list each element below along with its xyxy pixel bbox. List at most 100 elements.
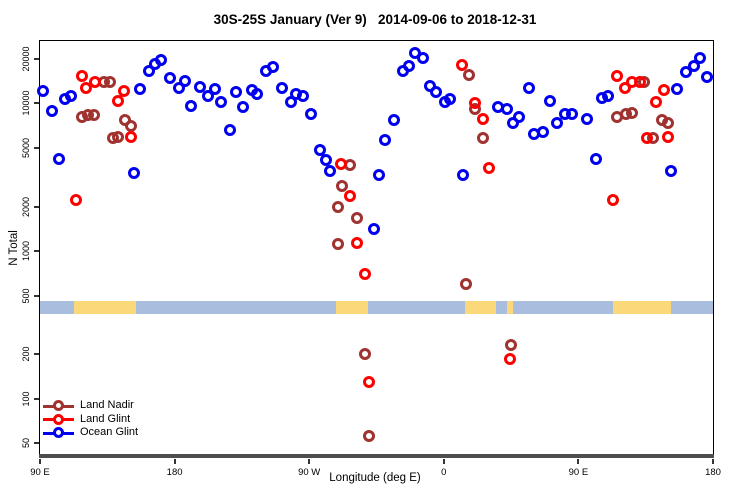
data-point-land-glint xyxy=(503,353,516,366)
plot-area: 90 E 180 90 W 0 90 E 180 20000 10000 5000 2000 100… xyxy=(21,40,721,478)
legend-line-circle-symbol xyxy=(43,400,74,412)
x-axis-tick-label: 0 xyxy=(441,467,447,478)
data-point-land-glint xyxy=(611,70,624,83)
y-axis-tick-label: 5000 xyxy=(21,137,31,158)
data-point-ocean-glint xyxy=(590,152,603,165)
y-axis-label: N Total xyxy=(8,230,20,266)
y-axis-tick xyxy=(34,250,39,253)
data-point-ocean-glint xyxy=(313,143,326,156)
land-patch xyxy=(74,301,136,314)
x-axis-tick xyxy=(308,459,311,464)
data-point-ocean-glint xyxy=(665,165,678,178)
data-point-ocean-glint xyxy=(403,60,416,73)
data-point-land-glint xyxy=(662,130,675,143)
y-axis-tick xyxy=(34,58,39,61)
x-axis-tick xyxy=(712,459,714,464)
x-axis-tick xyxy=(39,459,41,464)
data-point-ocean-glint xyxy=(367,222,380,235)
data-point-land-nadir xyxy=(331,200,344,213)
data-point-ocean-glint xyxy=(267,61,280,74)
chart-title: 30S-25S January (Ver 9) 2014-09-06 to 20… xyxy=(213,12,537,27)
y-axis-tick xyxy=(34,146,39,149)
data-point-ocean-glint xyxy=(229,86,242,99)
y-axis-tick xyxy=(34,397,39,400)
data-point-land-glint xyxy=(476,112,489,125)
data-point-ocean-glint xyxy=(45,105,58,118)
data-point-land-nadir xyxy=(463,68,476,81)
data-point-land-glint xyxy=(650,96,663,109)
land-patch xyxy=(464,301,497,314)
data-point-land-nadir xyxy=(87,109,100,122)
y-axis-tick xyxy=(34,353,39,356)
data-point-ocean-glint xyxy=(566,107,579,120)
data-point-ocean-glint xyxy=(155,54,168,67)
y-axis-tick xyxy=(34,442,39,445)
data-point-ocean-glint xyxy=(443,92,456,105)
data-point-ocean-glint xyxy=(319,153,332,166)
legend-line-circle-symbol xyxy=(43,413,74,425)
data-point-ocean-glint xyxy=(551,117,564,130)
data-point-ocean-glint xyxy=(512,111,525,124)
data-point-ocean-glint xyxy=(276,82,289,95)
data-point-ocean-glint xyxy=(500,102,513,115)
data-point-ocean-glint xyxy=(237,101,250,114)
data-point-ocean-glint xyxy=(250,87,263,100)
y-axis-tick xyxy=(34,205,39,208)
data-point-land-glint xyxy=(111,94,124,107)
data-point-ocean-glint xyxy=(208,83,221,96)
data-point-land-nadir xyxy=(363,430,376,442)
land-patch xyxy=(336,301,368,314)
data-point-land-glint xyxy=(125,131,138,144)
data-point-land-nadir xyxy=(351,211,364,224)
data-point-land-glint xyxy=(89,76,102,89)
data-point-ocean-glint xyxy=(602,90,615,103)
x-axis-tick xyxy=(442,459,445,464)
data-point-land-glint xyxy=(358,268,371,281)
data-point-land-nadir xyxy=(336,179,349,192)
x-axis-tick xyxy=(577,459,580,464)
data-point-land-glint xyxy=(455,58,468,71)
y-axis-tick-label: 50 xyxy=(21,438,31,449)
data-point-land-glint xyxy=(334,157,347,170)
data-point-ocean-glint xyxy=(457,169,470,182)
data-point-ocean-glint xyxy=(416,52,429,65)
data-point-land-glint xyxy=(469,97,482,110)
data-point-ocean-glint xyxy=(304,107,317,120)
legend-row: Land Nadir xyxy=(43,399,138,413)
x-axis-tick-label: 180 xyxy=(705,467,721,478)
data-point-land-glint xyxy=(363,376,376,389)
data-point-ocean-glint xyxy=(297,90,310,103)
legend-row: Land Glint xyxy=(43,413,138,427)
legend-label: Land Glint xyxy=(80,412,131,425)
data-point-ocean-glint xyxy=(53,152,66,165)
data-point-ocean-glint xyxy=(701,71,714,84)
data-point-land-glint xyxy=(618,82,631,95)
land-patch xyxy=(506,301,513,314)
data-point-ocean-glint xyxy=(373,169,386,182)
data-point-ocean-glint xyxy=(36,85,49,98)
latitude-strip-map xyxy=(40,301,713,314)
y-axis-tick-label: 500 xyxy=(21,288,31,304)
x-axis-tick-label: 180 xyxy=(166,467,183,478)
data-point-land-nadir xyxy=(662,117,675,130)
data-point-ocean-glint xyxy=(324,165,337,178)
data-point-land-nadir xyxy=(460,277,473,290)
data-point-land-glint xyxy=(657,84,670,97)
data-point-ocean-glint xyxy=(179,75,192,87)
data-point-ocean-glint xyxy=(581,112,594,125)
data-point-ocean-glint xyxy=(185,100,198,113)
data-point-land-glint xyxy=(351,236,364,249)
legend-label: Ocean Glint xyxy=(80,426,139,438)
data-point-ocean-glint xyxy=(536,125,549,138)
data-point-land-glint xyxy=(633,76,646,89)
data-point-ocean-glint xyxy=(201,90,214,103)
x-axis-tick xyxy=(173,459,176,464)
data-point-land-glint xyxy=(343,189,356,202)
x-axis-tick-label: 90 W xyxy=(298,467,321,478)
data-point-ocean-glint xyxy=(128,166,141,179)
data-point-ocean-glint xyxy=(194,81,207,94)
data-point-land-glint xyxy=(75,70,88,83)
land-patch xyxy=(612,301,672,314)
data-point-land-nadir xyxy=(125,120,138,133)
